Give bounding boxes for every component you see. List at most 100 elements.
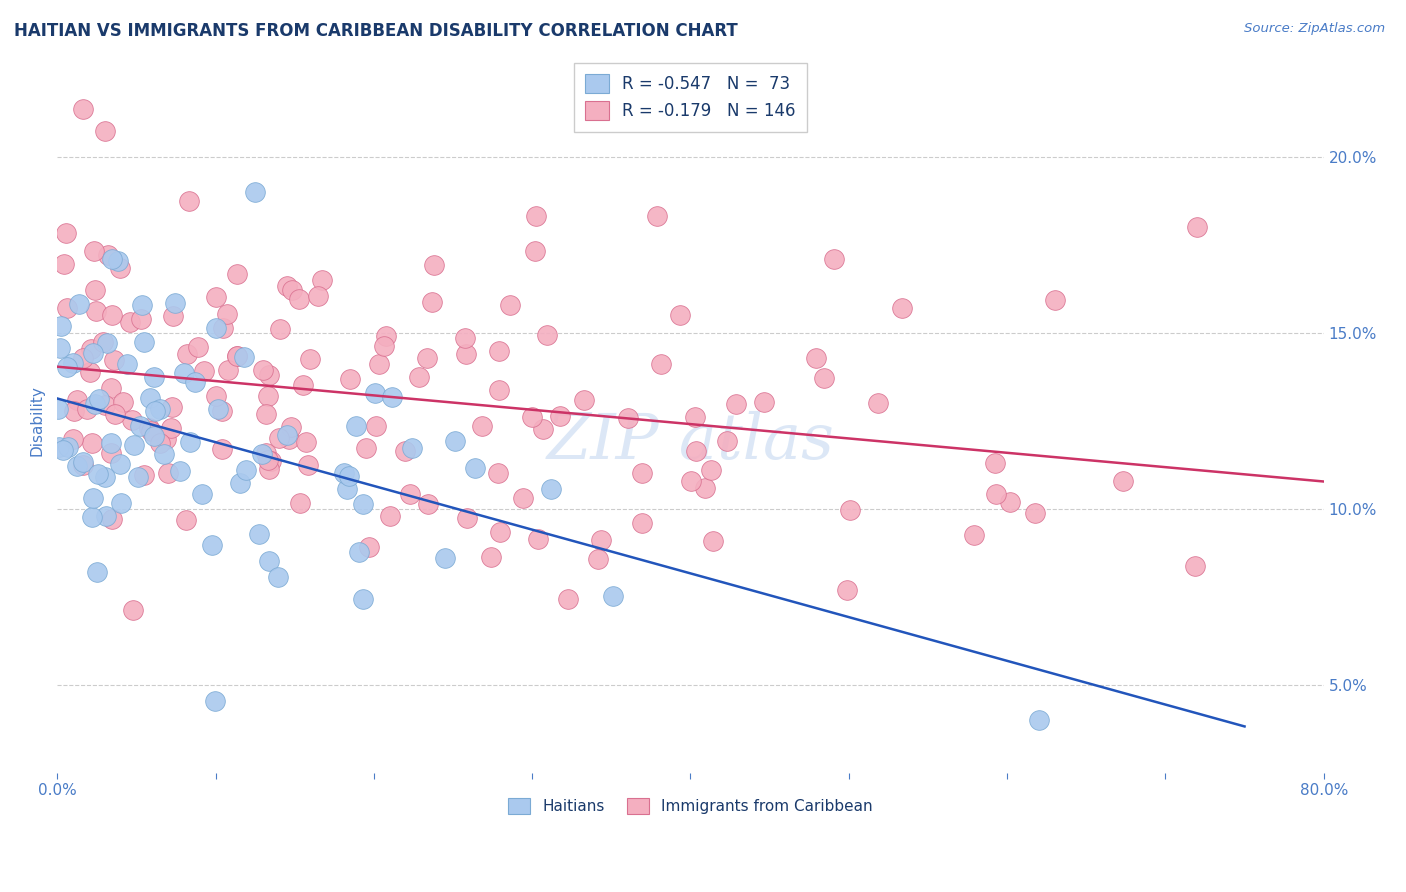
- Point: [630, 516, 652, 530]
- Point: [685, 443, 707, 458]
- Point: [524, 244, 547, 258]
- Point: [103, 353, 125, 368]
- Point: [122, 438, 145, 452]
- Point: [176, 346, 198, 360]
- Point: [344, 419, 367, 434]
- Point: [804, 351, 827, 365]
- Point: [260, 454, 283, 468]
- Point: [155, 432, 177, 446]
- Point: [297, 458, 319, 473]
- Point: [373, 339, 395, 353]
- Point: [401, 441, 423, 455]
- Point: [84, 303, 107, 318]
- Point: [83, 244, 105, 258]
- Point: [380, 508, 402, 523]
- Point: [486, 467, 509, 481]
- Point: [280, 419, 302, 434]
- Point: [84, 397, 107, 411]
- Point: [250, 446, 273, 460]
- Point: [693, 481, 716, 495]
- Point: [408, 370, 430, 384]
- Point: [97, 248, 120, 262]
- Point: [1028, 713, 1050, 727]
- Point: [280, 283, 302, 297]
- Point: [257, 554, 280, 568]
- Point: [139, 391, 162, 405]
- Point: [890, 301, 912, 315]
- Point: [115, 357, 138, 371]
- Point: [211, 404, 233, 418]
- Point: [163, 296, 186, 310]
- Point: [148, 435, 170, 450]
- Point: [72, 103, 94, 117]
- Point: [131, 298, 153, 312]
- Point: [276, 278, 298, 293]
- Point: [201, 539, 224, 553]
- Point: [337, 468, 360, 483]
- Point: [80, 342, 103, 356]
- Point: [399, 487, 422, 501]
- Point: [86, 565, 108, 579]
- Point: [101, 308, 124, 322]
- Point: [94, 470, 117, 484]
- Point: [307, 289, 329, 303]
- Point: [650, 357, 672, 371]
- Point: [72, 455, 94, 469]
- Point: [121, 412, 143, 426]
- Point: [118, 315, 141, 329]
- Point: [252, 363, 274, 377]
- Point: [229, 475, 252, 490]
- Point: [226, 349, 249, 363]
- Point: [72, 458, 94, 473]
- Point: [127, 469, 149, 483]
- Point: [179, 194, 201, 209]
- Point: [288, 292, 311, 306]
- Point: [866, 396, 889, 410]
- Point: [724, 397, 747, 411]
- Point: [488, 343, 510, 358]
- Point: [998, 494, 1021, 508]
- Point: [488, 383, 510, 397]
- Point: [1024, 506, 1046, 520]
- Point: [79, 365, 101, 379]
- Point: [226, 267, 249, 281]
- Point: [364, 386, 387, 401]
- Point: [66, 393, 89, 408]
- Point: [104, 407, 127, 421]
- Point: [339, 372, 361, 386]
- Point: [352, 497, 374, 511]
- Point: [122, 603, 145, 617]
- Point: [86, 467, 108, 481]
- Point: [294, 434, 316, 449]
- Point: [132, 468, 155, 483]
- Point: [356, 441, 378, 455]
- Point: [254, 407, 277, 421]
- Point: [49, 318, 72, 333]
- Point: [257, 368, 280, 382]
- Point: [454, 331, 477, 345]
- Point: [602, 589, 624, 603]
- Point: [683, 409, 706, 424]
- Point: [91, 334, 114, 349]
- Point: [169, 464, 191, 478]
- Point: [76, 401, 98, 416]
- Point: [835, 582, 858, 597]
- Point: [160, 421, 183, 435]
- Point: [702, 533, 724, 548]
- Point: [531, 423, 554, 437]
- Point: [540, 482, 562, 496]
- Text: HAITIAN VS IMMIGRANTS FROM CARIBBEAN DISABILITY CORRELATION CHART: HAITIAN VS IMMIGRANTS FROM CARIBBEAN DIS…: [14, 22, 738, 40]
- Point: [256, 452, 278, 467]
- Point: [963, 528, 986, 542]
- Point: [52, 257, 75, 271]
- Point: [142, 429, 165, 443]
- Point: [291, 377, 314, 392]
- Point: [211, 442, 233, 457]
- Point: [82, 491, 104, 506]
- Point: [66, 458, 89, 473]
- Legend: Haitians, Immigrants from Caribbean: Haitians, Immigrants from Caribbean: [498, 787, 883, 825]
- Point: [548, 409, 571, 424]
- Point: [367, 357, 389, 371]
- Point: [160, 401, 183, 415]
- Point: [839, 503, 862, 517]
